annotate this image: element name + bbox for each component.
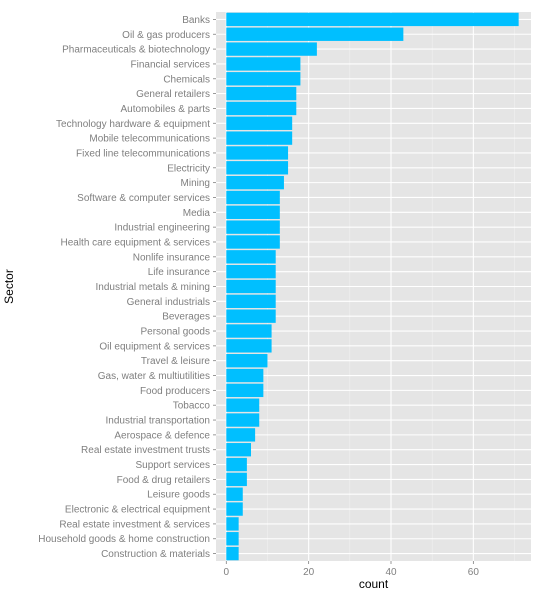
- bar-support-services: [226, 457, 247, 472]
- y-tick-label: Travel & leisure: [141, 356, 211, 367]
- y-tick-label: Media: [183, 208, 211, 219]
- y-tick-label: Mobile telecommunications: [89, 134, 210, 145]
- y-tick-label: Mining: [181, 178, 210, 189]
- x-tick-label: 60: [468, 567, 480, 578]
- bar-chemicals: [226, 72, 301, 86]
- y-tick-label: Gas, water & multiutilities: [98, 371, 210, 382]
- bar-technology-hardware-equipment: [226, 116, 293, 130]
- y-tick-label: Oil equipment & services: [99, 341, 210, 352]
- y-tick-label: Industrial metals & mining: [96, 282, 211, 293]
- bar-real-estate-investment-services: [226, 517, 239, 531]
- bar-software-computer-services: [226, 190, 280, 205]
- bar-aerospace-defence: [226, 428, 256, 442]
- y-tick-label: Life insurance: [148, 267, 211, 278]
- bar-oil-equipment-services: [226, 339, 272, 353]
- y-tick-label: Oil & gas producers: [122, 30, 210, 41]
- bar-automobiles-parts: [226, 101, 297, 116]
- x-axis: 0 20 40 60: [224, 561, 480, 578]
- x-tick-label: 0: [224, 567, 230, 578]
- y-tick-label: Beverages: [162, 312, 210, 323]
- y-tick-label: Fixed line telecommunications: [76, 148, 210, 159]
- y-tick-label: Banks: [182, 15, 210, 26]
- bar-industrial-transportation: [226, 413, 260, 427]
- y-tick-label: Food producers: [140, 386, 210, 397]
- y-tick-label: Technology hardware & equipment: [56, 119, 210, 130]
- bar-household-goods-home-construction: [226, 532, 239, 546]
- y-axis: Banks Oil & gas producers Pharmaceuticals …: [38, 15, 216, 560]
- bar-fixed-line-telecommunications: [226, 146, 289, 160]
- bar-real-estate-investment-trusts: [226, 443, 251, 457]
- bar-health-care-equipment-services: [226, 235, 280, 249]
- y-tick-label: Real estate investment & services: [59, 519, 210, 530]
- bar-nonlife-insurance: [226, 250, 276, 264]
- y-tick-label: General industrials: [127, 297, 210, 308]
- x-tick-label: 20: [303, 567, 315, 578]
- y-tick-label: General retailers: [136, 89, 210, 100]
- y-tick-label: Tobacco: [173, 401, 211, 412]
- y-tick-label: Personal goods: [141, 327, 211, 338]
- y-tick-label: Automobiles & parts: [121, 104, 211, 115]
- bar-electricity: [226, 161, 289, 175]
- bar-general-industrials: [226, 294, 276, 309]
- bar-pharmaceuticals-biotechnology: [226, 42, 317, 56]
- y-tick-label: Electricity: [167, 163, 210, 174]
- bar-life-insurance: [226, 264, 276, 279]
- bar-personal-goods: [226, 324, 272, 338]
- bar-industrial-metals-mining: [226, 279, 276, 294]
- y-tick-label: Software & computer services: [77, 193, 210, 204]
- y-tick-label: Industrial transportation: [105, 416, 210, 427]
- bar-media: [226, 205, 280, 219]
- y-tick-label: Industrial engineering: [114, 223, 210, 234]
- y-axis-title: Sector: [2, 269, 16, 304]
- bar-construction-materials: [226, 546, 239, 561]
- bar-leisure-goods: [226, 487, 243, 501]
- bar-industrial-engineering: [226, 220, 280, 234]
- bar-oil-gas-producers: [226, 27, 404, 41]
- y-tick-label: Financial services: [131, 59, 210, 70]
- y-tick-label: Construction & materials: [101, 549, 210, 560]
- bar-mining: [226, 175, 284, 190]
- bar-gas-water-multiutilities: [226, 368, 264, 383]
- bar-tobacco: [226, 398, 260, 412]
- x-tick-label: 40: [385, 567, 397, 578]
- y-tick-label: Support services: [136, 460, 210, 471]
- y-tick-label: Aerospace & defence: [114, 430, 210, 441]
- y-tick-label: Leisure goods: [147, 490, 210, 501]
- bar-travel-leisure: [226, 354, 268, 368]
- bars: [226, 12, 519, 561]
- y-tick-label: Food & drug retailers: [117, 475, 210, 486]
- bar-beverages: [226, 309, 276, 323]
- bar-financial-services: [226, 57, 301, 71]
- y-tick-label: Pharmaceuticals & biotechnology: [62, 45, 210, 56]
- bar-electronic-electrical-equipment: [226, 502, 243, 516]
- bar-general-retailers: [226, 86, 297, 101]
- y-tick-label: Nonlife insurance: [133, 252, 211, 263]
- bar-food-producers: [226, 383, 264, 398]
- bar-banks: [226, 12, 519, 27]
- y-tick-label: Household goods & home construction: [38, 534, 210, 545]
- y-tick-label: Electronic & electrical equipment: [65, 505, 210, 516]
- bar-food-drug-retailers: [226, 472, 247, 487]
- bar-mobile-telecommunications: [226, 131, 293, 145]
- x-axis-title: count: [359, 577, 389, 591]
- y-tick-label: Chemicals: [163, 74, 210, 85]
- y-tick-label: Health care equipment & services: [60, 237, 210, 248]
- y-tick-label: Real estate investment trusts: [81, 445, 210, 456]
